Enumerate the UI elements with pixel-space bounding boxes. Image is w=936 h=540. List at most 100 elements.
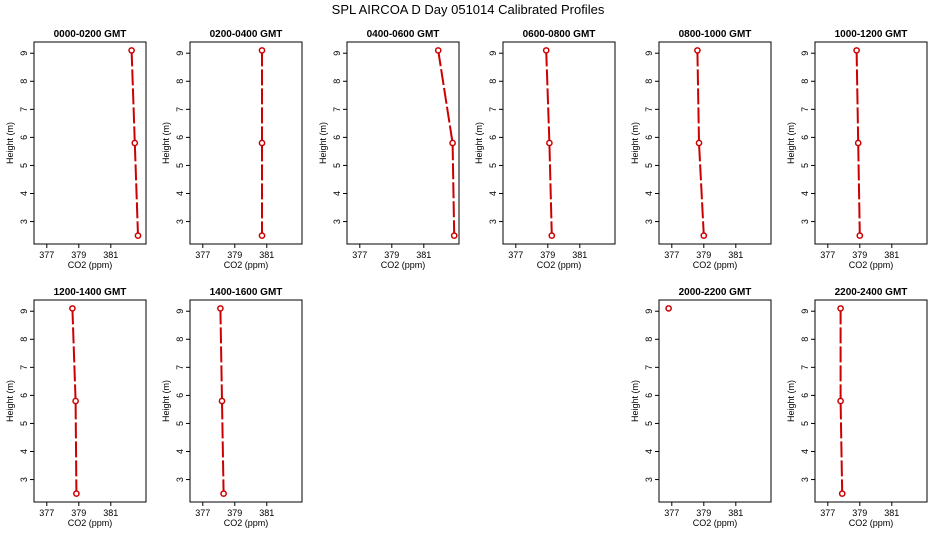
- panel-title: 0600-0800 GMT: [523, 29, 596, 40]
- data-point: [434, 47, 442, 54]
- panel-4: 0800-1000 GMT 377 379 381 3 4 5 6 7 8 9 CO2 (ppm) He…: [630, 29, 772, 270]
- x-tick-label: 379: [71, 250, 86, 260]
- data-point: [72, 397, 79, 405]
- panel-title: 0400-0600 GMT: [367, 29, 440, 40]
- y-tick-label: 8: [644, 337, 654, 342]
- x-tick-label: 377: [195, 508, 210, 518]
- x-tick-label: 377: [39, 508, 54, 518]
- y-axis-label: Height (m): [474, 122, 484, 164]
- y-tick-label: 8: [488, 79, 498, 84]
- y-tick-label: 5: [19, 421, 29, 426]
- panel-title: 0800-1000 GMT: [679, 29, 752, 40]
- plot-frame: [502, 41, 616, 245]
- y-tick-label: 8: [19, 337, 29, 342]
- y-tick-label: 3: [488, 219, 498, 224]
- y-tick-label: 9: [19, 309, 29, 314]
- y-tick-label: 6: [488, 135, 498, 140]
- data-point: [449, 139, 456, 147]
- y-tick-label: 5: [800, 421, 810, 426]
- profile-line: [437, 50, 456, 236]
- data-point: [854, 139, 862, 147]
- data-point: [258, 232, 266, 239]
- y-tick-label: 8: [332, 79, 342, 84]
- y-tick-label: 3: [644, 219, 654, 224]
- data-point: [134, 232, 142, 239]
- profile-line: [545, 50, 553, 236]
- x-tick-label: 381: [884, 250, 899, 260]
- plot-frame: [658, 299, 772, 503]
- data-point: [695, 139, 703, 147]
- y-tick-label: 7: [644, 365, 654, 370]
- x-tick-label: 381: [103, 250, 118, 260]
- data-point: [258, 47, 266, 54]
- x-axis-label: CO2 (ppm): [68, 260, 113, 270]
- y-tick-label: 3: [175, 219, 185, 224]
- data-point: [542, 47, 550, 54]
- x-tick-label: 379: [227, 508, 242, 518]
- y-tick-label: 6: [800, 135, 810, 140]
- panel-5: 1000-1200 GMT 377 379 381 3 4 5 6 7 8 9 CO2 (ppm) He…: [786, 29, 928, 270]
- y-tick-label: 4: [644, 449, 654, 454]
- y-tick-label: 3: [19, 477, 29, 482]
- x-tick-label: 379: [384, 250, 399, 260]
- y-tick-label: 5: [332, 163, 342, 168]
- data-point: [837, 397, 844, 405]
- y-tick-label: 5: [19, 163, 29, 168]
- y-axis-label: Height (m): [161, 122, 171, 164]
- panel-title: 1000-1200 GMT: [835, 29, 908, 40]
- data-point: [837, 305, 844, 312]
- y-tick-label: 5: [644, 163, 654, 168]
- y-axis-label: Height (m): [786, 122, 796, 164]
- y-tick-label: 4: [332, 191, 342, 196]
- x-axis-label: CO2 (ppm): [224, 518, 269, 528]
- data-point: [69, 305, 76, 312]
- y-tick-label: 9: [800, 309, 810, 314]
- y-tick-label: 4: [175, 191, 185, 196]
- profile-line: [130, 50, 139, 236]
- x-tick-label: 377: [664, 508, 679, 518]
- y-axis-label: Height (m): [5, 122, 15, 164]
- y-tick-label: 7: [488, 107, 498, 112]
- x-axis-label: CO2 (ppm): [224, 260, 269, 270]
- data-point: [856, 232, 864, 239]
- y-tick-label: 6: [644, 393, 654, 398]
- y-tick-label: 4: [19, 449, 29, 454]
- y-tick-label: 7: [19, 107, 29, 112]
- data-point: [258, 139, 266, 147]
- data-point: [548, 232, 556, 239]
- panel-title: 2000-2200 GMT: [679, 287, 752, 298]
- y-axis-label: Height (m): [5, 380, 15, 422]
- y-tick-label: 4: [175, 449, 185, 454]
- y-axis-label: Height (m): [630, 122, 640, 164]
- panel-title: 0200-0400 GMT: [210, 29, 283, 40]
- x-tick-label: 379: [852, 250, 867, 260]
- x-axis-label: CO2 (ppm): [68, 518, 113, 528]
- y-tick-label: 3: [800, 219, 810, 224]
- panel-title: 1400-1600 GMT: [210, 287, 283, 298]
- y-tick-label: 9: [332, 51, 342, 56]
- x-tick-label: 377: [195, 250, 210, 260]
- plot-frame: [189, 299, 303, 503]
- x-tick-label: 381: [416, 250, 431, 260]
- plot-frame: [346, 41, 460, 245]
- data-point: [546, 139, 553, 147]
- x-axis-label: CO2 (ppm): [537, 260, 582, 270]
- data-point: [73, 490, 80, 497]
- y-tick-label: 6: [19, 393, 29, 398]
- y-tick-label: 7: [800, 365, 810, 370]
- data-point: [220, 490, 227, 497]
- y-tick-label: 6: [175, 135, 185, 140]
- figure-title: SPL AIRCOA D Day 051014 Calibrated Profi…: [332, 2, 605, 17]
- data-point: [838, 490, 846, 497]
- data-point: [694, 47, 701, 54]
- plot-frame: [814, 41, 928, 245]
- profile-line: [696, 50, 705, 236]
- x-tick-label: 381: [884, 508, 899, 518]
- data-point: [128, 47, 135, 54]
- x-tick-label: 377: [352, 250, 367, 260]
- panel-3: 0600-0800 GMT 377 379 381 3 4 5 6 7 8 9 CO2 (ppm) He…: [474, 29, 616, 270]
- plot-frame: [33, 299, 147, 503]
- panel-title: 2200-2400 GMT: [835, 287, 908, 298]
- x-tick-label: 381: [572, 250, 587, 260]
- panel-6: 1200-1400 GMT 377 379 381 3 4 5 6 7 8 9 CO2 (ppm) He…: [5, 287, 147, 528]
